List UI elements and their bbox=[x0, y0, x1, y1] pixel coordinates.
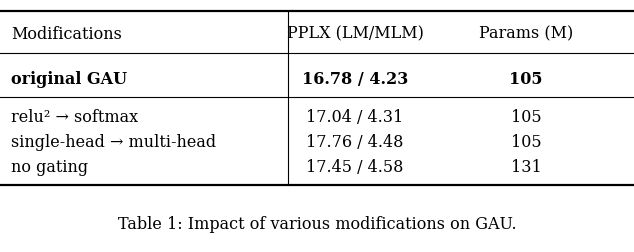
Text: original GAU: original GAU bbox=[11, 71, 127, 88]
Text: Params (M): Params (M) bbox=[479, 25, 573, 43]
Text: 131: 131 bbox=[511, 159, 541, 176]
Text: relu² → softmax: relu² → softmax bbox=[11, 109, 139, 126]
Text: 105: 105 bbox=[510, 71, 543, 88]
Text: no gating: no gating bbox=[11, 159, 89, 176]
Text: 17.04 / 4.31: 17.04 / 4.31 bbox=[306, 109, 404, 126]
Text: 105: 105 bbox=[511, 134, 541, 151]
Text: 105: 105 bbox=[511, 109, 541, 126]
Text: Table 1: Impact of various modifications on GAU.: Table 1: Impact of various modifications… bbox=[118, 216, 516, 233]
Text: 17.76 / 4.48: 17.76 / 4.48 bbox=[306, 134, 404, 151]
Text: Modifications: Modifications bbox=[11, 25, 122, 43]
Text: 16.78 / 4.23: 16.78 / 4.23 bbox=[302, 71, 408, 88]
Text: 17.45 / 4.58: 17.45 / 4.58 bbox=[306, 159, 404, 176]
Text: PPLX (LM/MLM): PPLX (LM/MLM) bbox=[287, 25, 424, 43]
Text: single-head → multi-head: single-head → multi-head bbox=[11, 134, 217, 151]
